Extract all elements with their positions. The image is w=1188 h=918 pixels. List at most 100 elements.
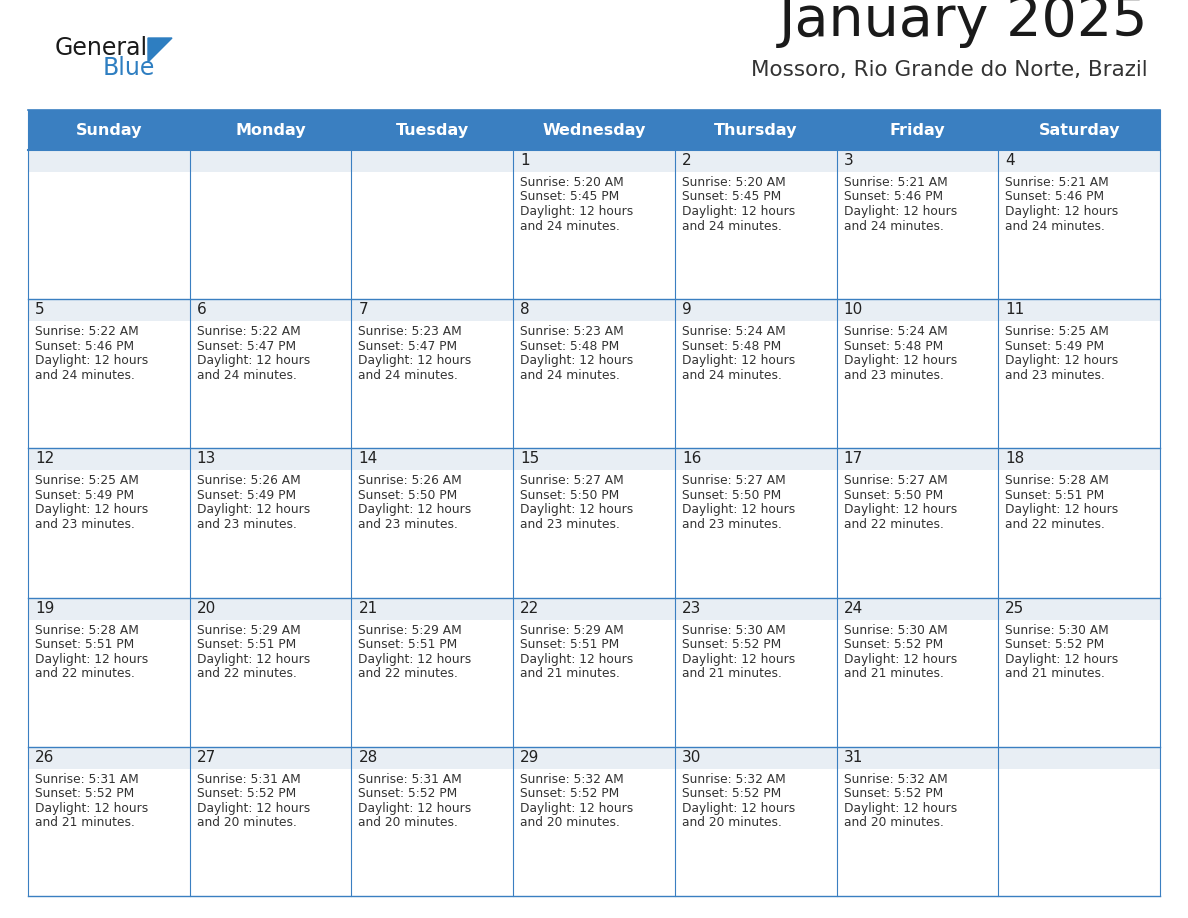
Text: Daylight: 12 hours: Daylight: 12 hours [34,801,148,815]
Text: Sunset: 5:47 PM: Sunset: 5:47 PM [359,340,457,353]
Text: and 24 minutes.: and 24 minutes. [843,219,943,232]
Text: and 23 minutes.: and 23 minutes. [34,518,135,531]
Text: and 22 minutes.: and 22 minutes. [1005,518,1105,531]
Text: Sunset: 5:52 PM: Sunset: 5:52 PM [359,788,457,800]
Bar [29,299,1159,321]
Text: 7: 7 [359,302,368,318]
Bar [29,150,1159,172]
Text: Sunset: 5:51 PM: Sunset: 5:51 PM [520,638,619,651]
Text: and 22 minutes.: and 22 minutes. [359,667,459,680]
Text: 11: 11 [1005,302,1024,318]
Text: and 22 minutes.: and 22 minutes. [197,667,297,680]
Text: Daylight: 12 hours: Daylight: 12 hours [520,503,633,517]
Text: Daylight: 12 hours: Daylight: 12 hours [359,653,472,666]
Text: and 24 minutes.: and 24 minutes. [359,369,459,382]
Text: 21: 21 [359,600,378,616]
Text: Sunset: 5:46 PM: Sunset: 5:46 PM [843,191,943,204]
Text: Sunrise: 5:25 AM: Sunrise: 5:25 AM [1005,325,1110,338]
Text: Sunset: 5:45 PM: Sunset: 5:45 PM [682,191,781,204]
Text: and 24 minutes.: and 24 minutes. [682,369,782,382]
Text: January 2025: January 2025 [778,0,1148,48]
Text: Sunrise: 5:20 AM: Sunrise: 5:20 AM [682,176,785,189]
Text: Sunrise: 5:30 AM: Sunrise: 5:30 AM [843,623,947,636]
Text: Sunrise: 5:21 AM: Sunrise: 5:21 AM [1005,176,1110,189]
Text: and 20 minutes.: and 20 minutes. [843,816,943,829]
Text: 14: 14 [359,452,378,466]
Text: Sunrise: 5:20 AM: Sunrise: 5:20 AM [520,176,624,189]
Text: and 23 minutes.: and 23 minutes. [197,518,297,531]
Text: Daylight: 12 hours: Daylight: 12 hours [843,354,956,367]
Text: 29: 29 [520,750,539,765]
Text: 22: 22 [520,600,539,616]
Text: Sunrise: 5:27 AM: Sunrise: 5:27 AM [682,475,785,487]
Text: 3: 3 [843,153,853,168]
Text: Daylight: 12 hours: Daylight: 12 hours [682,801,795,815]
Text: Daylight: 12 hours: Daylight: 12 hours [843,503,956,517]
Text: Daylight: 12 hours: Daylight: 12 hours [359,503,472,517]
Text: 2: 2 [682,153,691,168]
Text: 1: 1 [520,153,530,168]
Text: Sunset: 5:46 PM: Sunset: 5:46 PM [1005,191,1105,204]
Polygon shape [148,38,172,62]
Text: Sunrise: 5:30 AM: Sunrise: 5:30 AM [682,623,785,636]
Text: Sunset: 5:48 PM: Sunset: 5:48 PM [520,340,619,353]
Text: Sunset: 5:52 PM: Sunset: 5:52 PM [34,788,134,800]
Text: Sunset: 5:52 PM: Sunset: 5:52 PM [1005,638,1105,651]
Text: Daylight: 12 hours: Daylight: 12 hours [682,354,795,367]
Text: and 24 minutes.: and 24 minutes. [197,369,297,382]
Text: and 23 minutes.: and 23 minutes. [843,369,943,382]
Text: Sunset: 5:45 PM: Sunset: 5:45 PM [520,191,619,204]
Text: Daylight: 12 hours: Daylight: 12 hours [520,653,633,666]
Text: and 23 minutes.: and 23 minutes. [520,518,620,531]
Text: Sunset: 5:52 PM: Sunset: 5:52 PM [843,788,943,800]
Text: and 24 minutes.: and 24 minutes. [1005,219,1105,232]
Text: Daylight: 12 hours: Daylight: 12 hours [682,205,795,218]
Text: Sunset: 5:48 PM: Sunset: 5:48 PM [843,340,943,353]
Text: Sunset: 5:52 PM: Sunset: 5:52 PM [682,638,781,651]
Text: and 20 minutes.: and 20 minutes. [520,816,620,829]
Text: Sunset: 5:50 PM: Sunset: 5:50 PM [843,489,943,502]
Text: Daylight: 12 hours: Daylight: 12 hours [520,801,633,815]
Text: Daylight: 12 hours: Daylight: 12 hours [843,653,956,666]
Text: 27: 27 [197,750,216,765]
Text: and 20 minutes.: and 20 minutes. [359,816,459,829]
Text: Daylight: 12 hours: Daylight: 12 hours [1005,653,1119,666]
Text: Saturday: Saturday [1038,122,1120,138]
Text: Sunrise: 5:25 AM: Sunrise: 5:25 AM [34,475,139,487]
Text: Daylight: 12 hours: Daylight: 12 hours [359,354,472,367]
Text: Sunrise: 5:32 AM: Sunrise: 5:32 AM [843,773,947,786]
Bar [29,448,1159,598]
Text: Sunrise: 5:29 AM: Sunrise: 5:29 AM [197,623,301,636]
Text: Sunrise: 5:22 AM: Sunrise: 5:22 AM [34,325,139,338]
Text: Sunset: 5:49 PM: Sunset: 5:49 PM [34,489,134,502]
Text: Blue: Blue [103,56,156,80]
Text: 10: 10 [843,302,862,318]
Text: and 23 minutes.: and 23 minutes. [682,518,782,531]
Text: 16: 16 [682,452,701,466]
Text: General: General [55,36,148,60]
Text: and 21 minutes.: and 21 minutes. [34,816,135,829]
Bar [29,747,1159,768]
Text: Sunset: 5:52 PM: Sunset: 5:52 PM [520,788,619,800]
Text: Sunrise: 5:23 AM: Sunrise: 5:23 AM [359,325,462,338]
Bar [29,448,1159,470]
Text: Sunset: 5:51 PM: Sunset: 5:51 PM [359,638,457,651]
Text: Daylight: 12 hours: Daylight: 12 hours [34,653,148,666]
Text: Sunrise: 5:24 AM: Sunrise: 5:24 AM [682,325,785,338]
Text: and 21 minutes.: and 21 minutes. [682,667,782,680]
Text: Daylight: 12 hours: Daylight: 12 hours [682,653,795,666]
Text: Sunrise: 5:27 AM: Sunrise: 5:27 AM [843,475,947,487]
Text: Sunset: 5:50 PM: Sunset: 5:50 PM [359,489,457,502]
Text: and 24 minutes.: and 24 minutes. [34,369,135,382]
Text: Sunset: 5:47 PM: Sunset: 5:47 PM [197,340,296,353]
Text: Daylight: 12 hours: Daylight: 12 hours [520,354,633,367]
Text: 9: 9 [682,302,691,318]
Text: Daylight: 12 hours: Daylight: 12 hours [359,801,472,815]
Text: Sunset: 5:52 PM: Sunset: 5:52 PM [682,788,781,800]
Text: Daylight: 12 hours: Daylight: 12 hours [1005,354,1119,367]
Text: Sunset: 5:48 PM: Sunset: 5:48 PM [682,340,781,353]
Text: 4: 4 [1005,153,1015,168]
Text: Sunrise: 5:32 AM: Sunrise: 5:32 AM [682,773,785,786]
Text: Sunset: 5:50 PM: Sunset: 5:50 PM [682,489,781,502]
Text: Sunrise: 5:22 AM: Sunrise: 5:22 AM [197,325,301,338]
